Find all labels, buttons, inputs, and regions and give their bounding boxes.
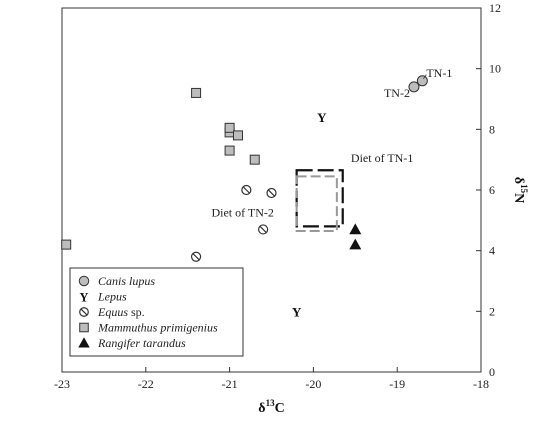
legend-label: Rangifer tarandus [97,336,186,350]
legend-marker [78,337,90,348]
marker-slash [192,253,200,261]
y-tick-label: 6 [489,183,495,197]
data-point [191,87,202,98]
x-axis-title: δ13C [258,398,284,416]
data-point [349,223,362,235]
diet-box [295,169,344,228]
annotation: Diet of TN-1 [351,151,413,165]
annotation: Diet of TN-2 [211,205,273,219]
legend-marker: Y [80,291,89,305]
annotation: TN-1 [426,66,452,80]
annotation-leader [423,74,427,80]
legend-label: Equus sp. [97,305,145,319]
x-tick-label: -18 [473,377,489,391]
x-tick-label: -22 [138,377,154,391]
y-tick-label: 4 [489,244,495,258]
marker-slash [259,226,267,233]
data-point [241,184,252,196]
data-point [61,239,72,250]
x-tick-label: -21 [222,377,238,391]
y-tick-label: 2 [489,304,495,318]
data-point: Y [317,110,327,125]
data-point [416,75,428,87]
x-tick-label: -19 [389,377,405,391]
data-point [190,251,202,262]
x-tick-label: -20 [305,377,321,391]
legend-marker [79,322,89,333]
data-point [408,81,420,93]
diet-box [295,175,338,232]
y-tick-label: 0 [489,365,495,379]
data-point [232,130,243,141]
data-point [266,187,277,199]
data-point: Y [292,304,302,319]
legend-label: Lepus [97,290,127,304]
legend-box [69,267,244,357]
data-point [349,238,362,250]
marker-slash [80,308,88,316]
y-tick-label: 10 [489,62,501,76]
legend-marker [78,275,90,287]
marker-slash [268,189,275,197]
x-tick-label: -23 [54,377,70,391]
y-tick-label: 8 [489,122,495,136]
y-axis-title: δ15N [511,177,529,203]
legend-marker [79,307,89,317]
legend-label: Canis lupus [98,274,155,288]
data-point [249,154,260,165]
annotation: TN-2 [384,86,410,100]
y-tick-label: 12 [489,1,501,15]
data-point [258,224,269,235]
data-point [224,122,235,133]
legend-label: Mammuthus primigenius [97,321,218,335]
data-point [224,145,235,156]
marker-slash [242,186,250,194]
